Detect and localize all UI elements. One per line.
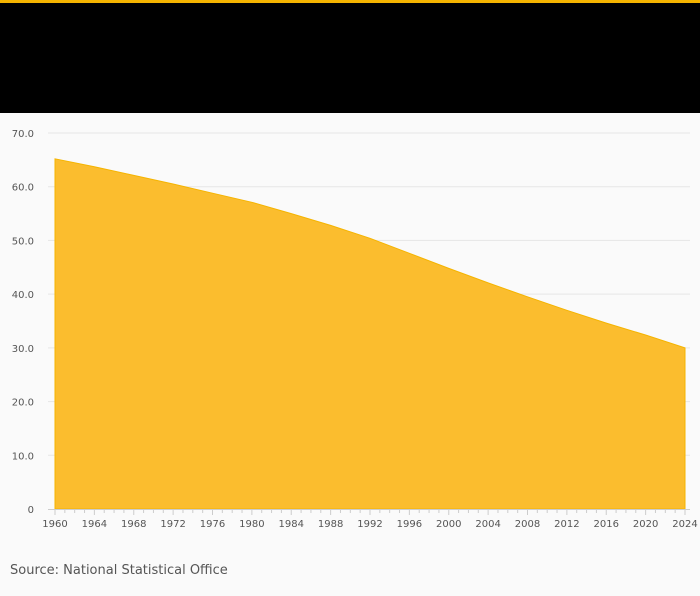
x-tick-label: 1988 [318,519,343,530]
header-band [0,3,700,113]
y-tick-label: 60.0 [12,183,34,194]
x-tick-label: 2016 [594,519,619,530]
x-tick-label: 2000 [436,519,461,530]
x-tick-label: 2012 [554,519,579,530]
y-tick-label: 70.0 [12,129,34,140]
x-tick-label: 1968 [121,519,146,530]
area-fill [54,158,686,510]
x-tick-label: 1984 [279,519,304,530]
x-tick-label: 2004 [475,519,500,530]
x-tick-label: 1976 [200,519,225,530]
area-chart-svg: 010.020.030.040.050.060.070.0 1960 1964 19… [12,129,698,530]
x-axis [48,509,690,515]
x-tick-label: 2024 [672,519,697,530]
source-note: Source: National Statistical Office [10,563,228,578]
x-tick-label: 1964 [82,519,107,530]
y-tick-label: 40.0 [12,290,34,301]
y-tick-label: 30.0 [12,344,34,355]
y-tick-label: 10.0 [12,451,34,462]
y-tick-label: 20.0 [12,398,34,409]
area-chart: 0 10.0 20.0 30.0 40.0 50.0 60.0 70.0 1960 1964 19… [0,113,700,543]
x-tick-label: 2008 [515,519,540,530]
x-tick-label: 1972 [160,519,185,530]
x-axis-tick-labels: 1960 1964 1968 1972 1976 1980 1984 1988 1992 1996… [42,519,697,530]
y-tick-label: 0 [28,505,34,516]
x-tick-label: 2020 [633,519,658,530]
x-tick-label: 1960 [42,519,67,530]
x-tick-label: 1980 [239,519,264,530]
x-tick-label: 1996 [397,519,422,530]
y-tick-label: 50.0 [12,236,34,247]
top-accent-bar [0,0,700,3]
area-series [54,158,686,510]
y-axis-tick-labels: 0 10.0 20.0 30.0 40.0 50.0 60.0 70.0 [12,129,34,516]
x-tick-label: 1992 [357,519,382,530]
